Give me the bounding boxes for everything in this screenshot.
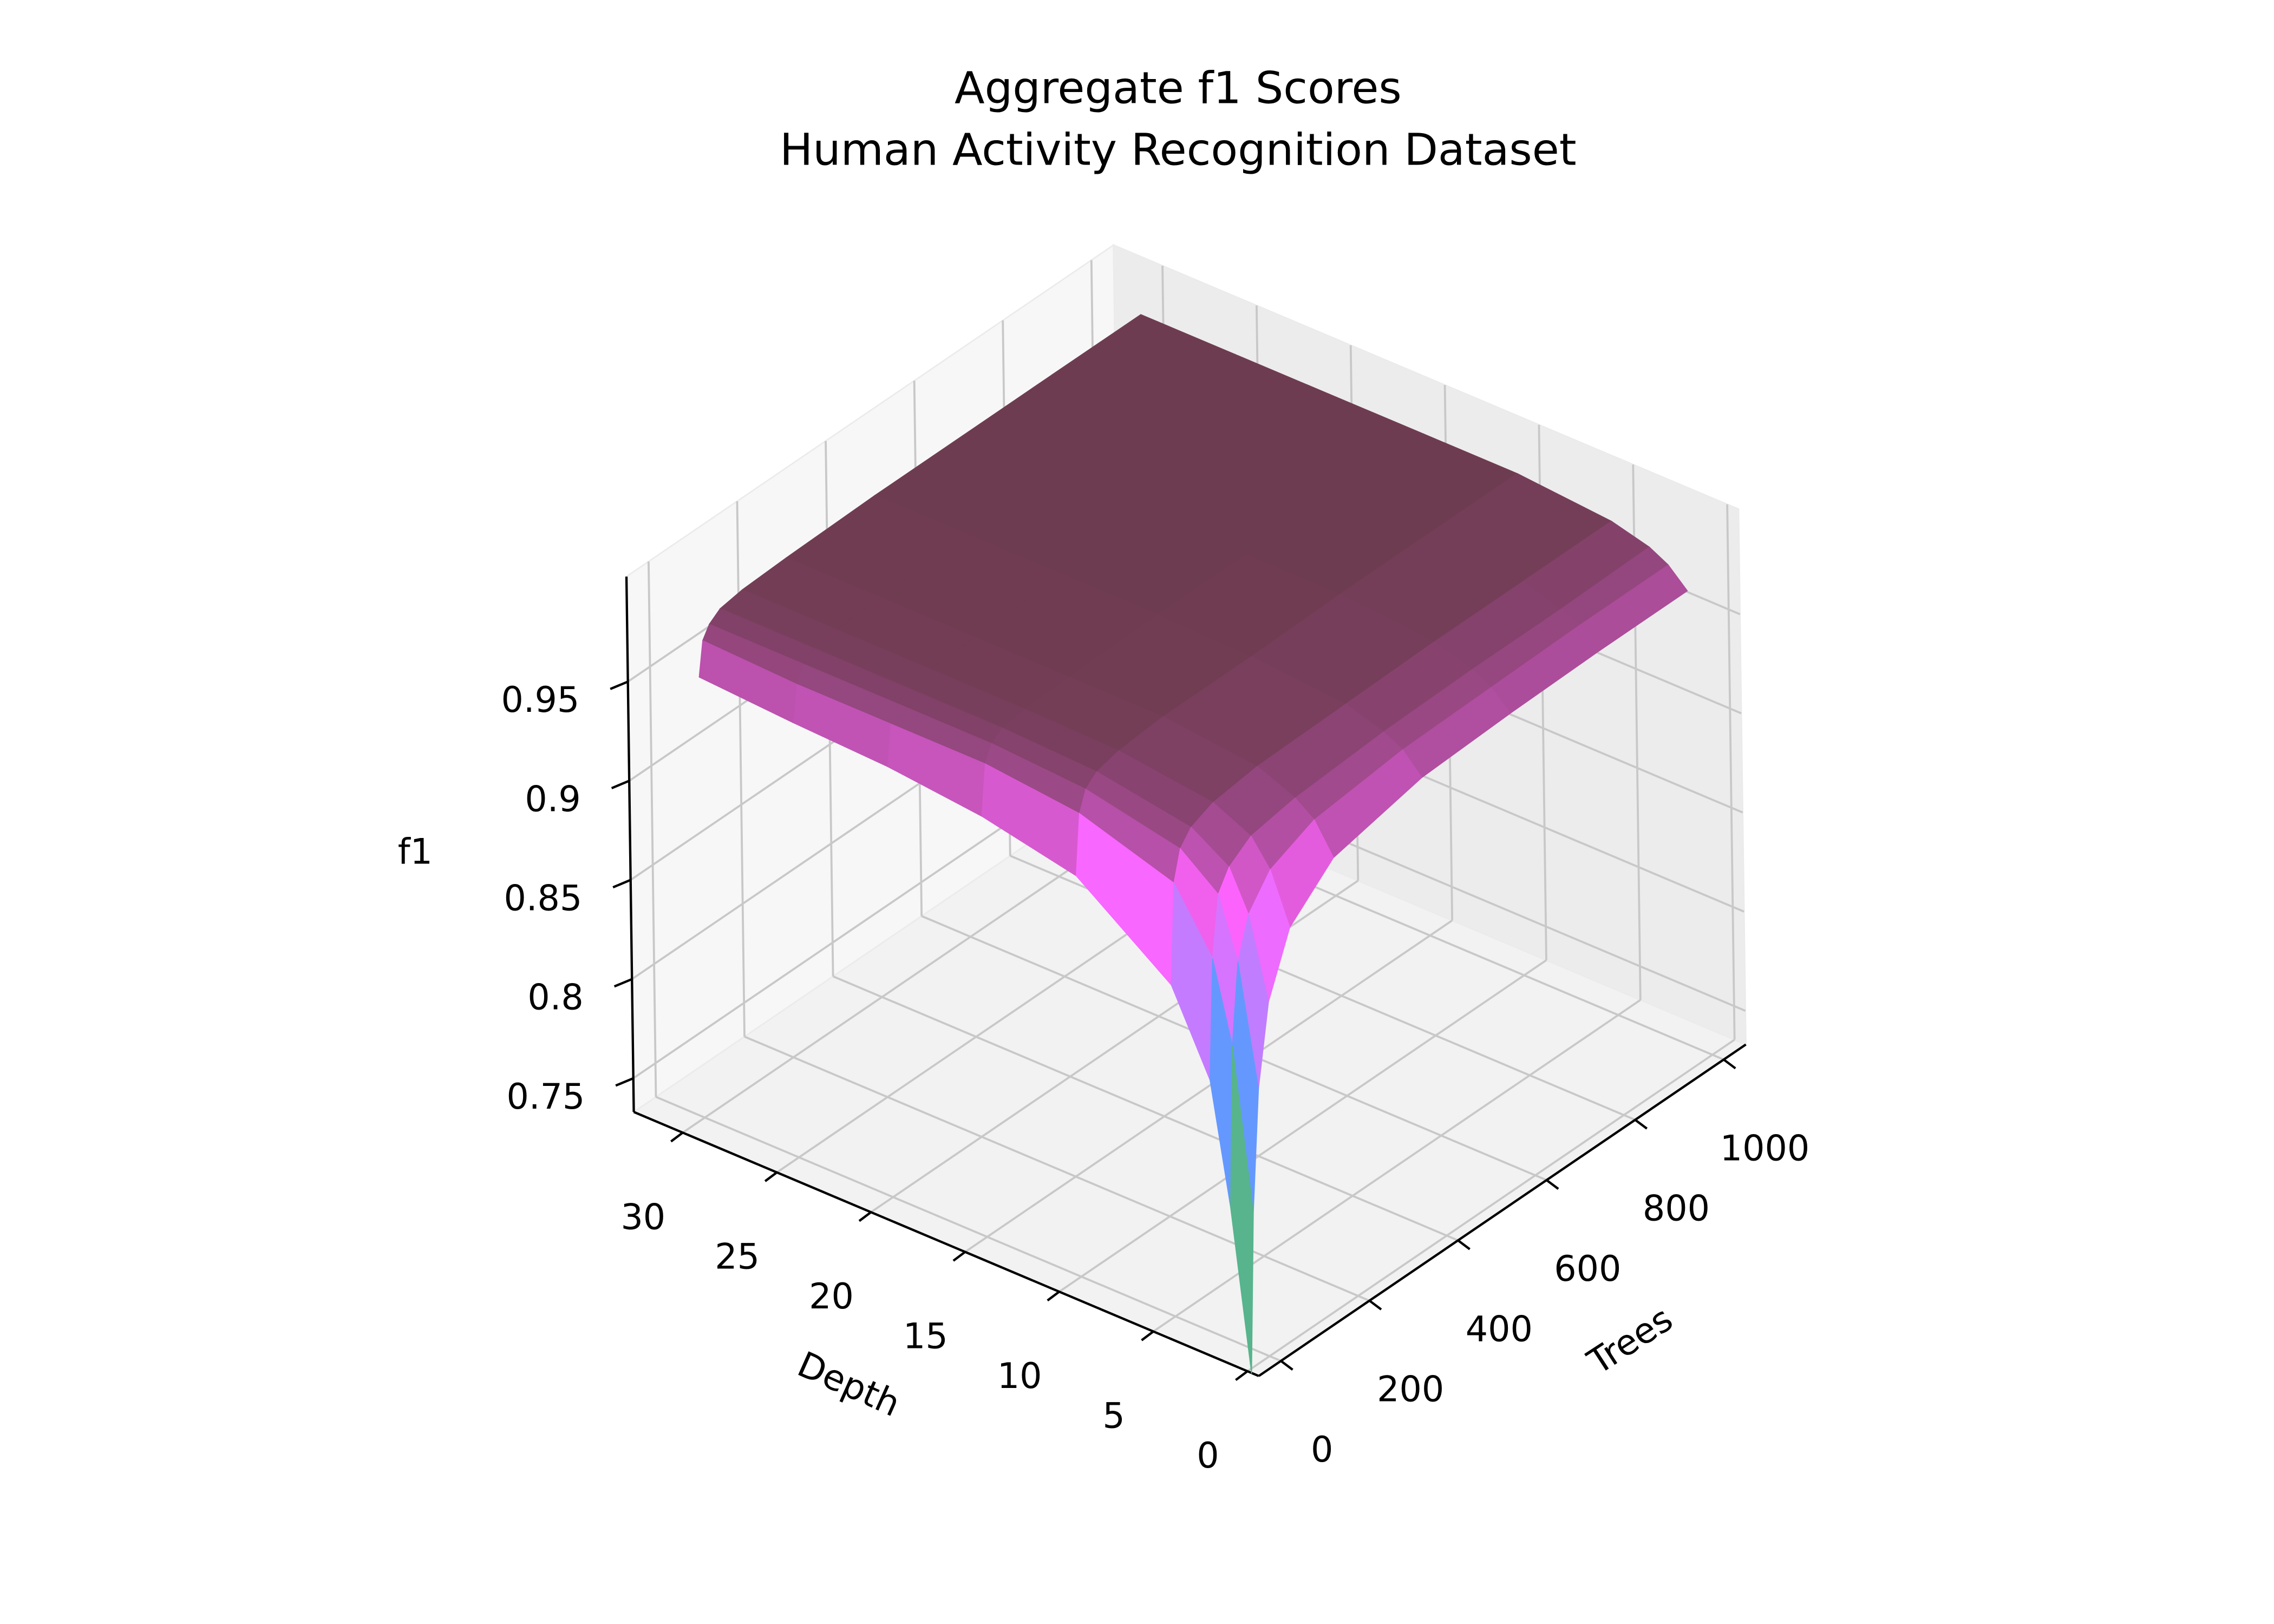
y-tick: [1546, 1179, 1559, 1190]
y-tick-label: 1000: [1720, 1128, 1809, 1169]
x-tick: [1047, 1291, 1060, 1302]
z-tick: [612, 879, 631, 889]
grid-line: [832, 975, 1459, 1242]
z-tick-label: 0.9: [525, 779, 580, 820]
x-tick-label: 20: [809, 1276, 854, 1317]
z-tick-label: 0.95: [501, 680, 580, 721]
y-tick: [1634, 1118, 1648, 1130]
grid-line: [1153, 999, 1641, 1333]
grid-line: [736, 501, 746, 1037]
x-tick-label: 15: [903, 1317, 948, 1357]
axis-line: [1258, 1043, 1747, 1377]
z-tick-label: 0.8: [527, 978, 583, 1018]
z-tick: [615, 1077, 634, 1087]
y-tick-label: 600: [1554, 1249, 1621, 1289]
axis-line: [625, 577, 635, 1112]
chart-title: Aggregate f1 Scores: [955, 63, 1402, 114]
grid-line: [1726, 504, 1736, 1040]
z-tick: [611, 780, 630, 789]
y-tick-label: 200: [1377, 1370, 1444, 1410]
y-tick-label: 400: [1466, 1309, 1533, 1350]
x-tick-label: 30: [620, 1197, 665, 1237]
surface-patch: [1230, 1045, 1254, 1374]
y-tick: [1280, 1360, 1293, 1371]
z-axis-label: f1: [398, 831, 433, 872]
grid-line: [964, 919, 1453, 1253]
x-tick: [1235, 1370, 1249, 1381]
x-tick: [764, 1171, 778, 1182]
z-tick: [613, 978, 633, 988]
x-tick: [1141, 1330, 1154, 1341]
y-tick: [1457, 1239, 1471, 1250]
x-tick-label: 0: [1197, 1436, 1219, 1476]
y-tick-label: 0: [1311, 1430, 1333, 1470]
z-tick-label: 0.75: [507, 1077, 585, 1117]
x-axis-label: Depth: [792, 1344, 906, 1425]
x-tick-label: 25: [715, 1237, 760, 1278]
chart-subtitle: Human Activity Recognition Dataset: [780, 125, 1577, 175]
y-tick: [1369, 1299, 1382, 1311]
grid-line: [1058, 959, 1547, 1293]
axis-line: [633, 1111, 1259, 1377]
y-tick: [1723, 1058, 1736, 1070]
x-tick: [952, 1250, 966, 1262]
x-tick: [670, 1131, 684, 1143]
y-tick-label: 800: [1643, 1189, 1710, 1229]
grid-line: [744, 1036, 1370, 1302]
x-tick-label: 5: [1102, 1396, 1125, 1437]
z-tick-label: 0.85: [504, 879, 583, 919]
y-axis-label: Trees: [1580, 1299, 1680, 1383]
x-tick: [858, 1211, 872, 1222]
x-tick-label: 10: [997, 1356, 1042, 1397]
grid-line: [655, 1096, 1282, 1362]
grid-line: [648, 561, 657, 1097]
z-tick: [610, 680, 629, 690]
grid-line: [1246, 1039, 1735, 1372]
